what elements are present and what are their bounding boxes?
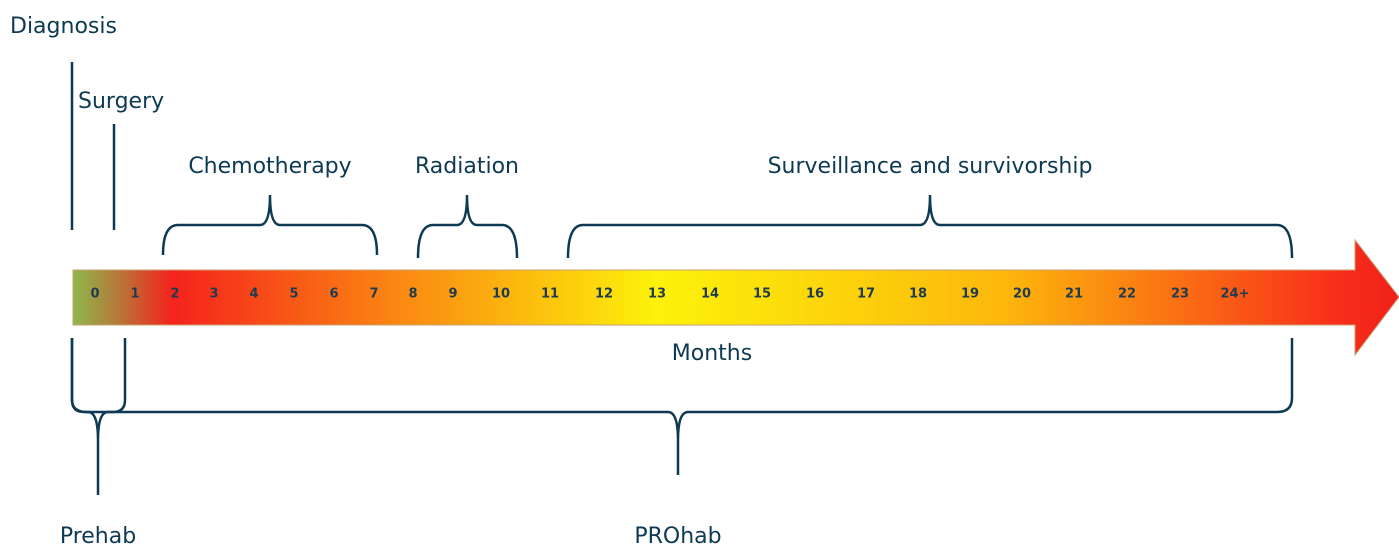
prohab-label: PROhab <box>634 524 721 548</box>
month-tick: 6 <box>329 287 338 302</box>
prehab-label: Prehab <box>60 524 136 548</box>
chemotherapy-brace <box>161 194 379 256</box>
month-tick: 4 <box>249 287 258 302</box>
month-tick: 17 <box>857 287 875 302</box>
month-tick: 19 <box>961 287 979 302</box>
month-tick: 8 <box>408 287 417 302</box>
month-tick: 2 <box>170 287 179 302</box>
month-tick: 10 <box>492 287 510 302</box>
month-tick: 7 <box>369 287 378 302</box>
month-tick: 11 <box>541 287 559 302</box>
month-tick: 5 <box>289 287 298 302</box>
month-tick: 23 <box>1171 287 1189 302</box>
chemotherapy-label: Chemotherapy <box>188 154 351 179</box>
month-tick: 9 <box>448 287 457 302</box>
radiation-brace <box>416 194 519 259</box>
month-tick: 12 <box>595 287 613 302</box>
month-tick: 20 <box>1013 287 1031 302</box>
surveillance-label: Surveillance and survivorship <box>768 154 1093 179</box>
diagnosis-label: Diagnosis <box>10 14 117 39</box>
month-tick: 15 <box>753 287 771 302</box>
month-tick: 3 <box>209 287 218 302</box>
month-tick: 13 <box>648 287 666 302</box>
prehab-brace <box>70 338 127 495</box>
month-tick: 14 <box>701 287 719 302</box>
month-tick: 1 <box>130 287 139 302</box>
prohab-brace <box>70 338 1294 475</box>
month-tick: 16 <box>806 287 824 302</box>
month-tick: 22 <box>1118 287 1136 302</box>
time-arrow <box>72 238 1399 357</box>
month-tick: 0 <box>90 287 99 302</box>
surgery-label: Surgery <box>78 89 164 114</box>
radiation-label: Radiation <box>415 154 519 179</box>
month-tick: 21 <box>1065 287 1083 302</box>
surveillance-brace <box>566 194 1294 259</box>
month-ticks: 0 1 2 3 4 5 6 7 8 9 10 11 12 13 14 15 16 17 18 19 20 21 22 23 24… <box>90 287 1249 302</box>
month-tick: 18 <box>909 287 927 302</box>
month-tick: 24+ <box>1221 287 1250 302</box>
months-label: Months <box>672 341 752 366</box>
